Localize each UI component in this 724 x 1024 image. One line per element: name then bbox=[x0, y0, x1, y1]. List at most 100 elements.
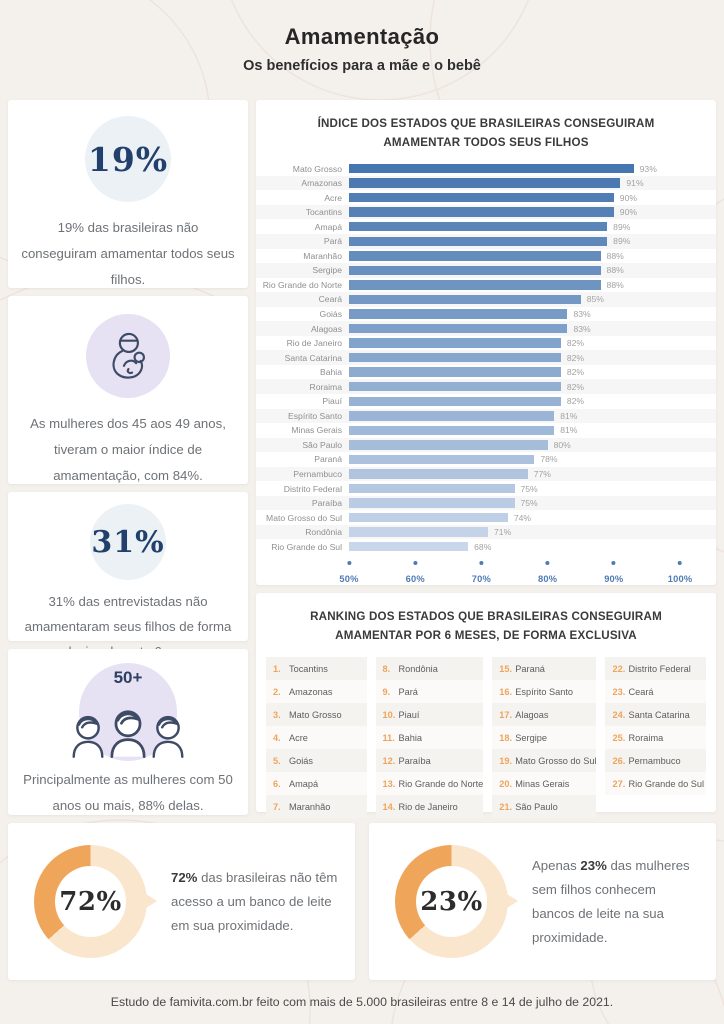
tick-label: 60% bbox=[405, 574, 425, 585]
stat-circle: 31% bbox=[90, 504, 166, 580]
rank-state-name: Paraná bbox=[515, 663, 545, 674]
tick-label: 70% bbox=[471, 574, 491, 585]
rank-number: 10. bbox=[382, 709, 396, 720]
bar-label: Rio Grande do Norte bbox=[262, 279, 342, 290]
rank-state-name: Sergipe bbox=[515, 732, 547, 743]
rank-state-name: Ceará bbox=[628, 686, 654, 697]
bar-label: Pernambuco bbox=[293, 469, 342, 479]
rank-number: 18. bbox=[499, 732, 513, 743]
bar-label: Roraima bbox=[309, 381, 342, 392]
axis-tick: 100% bbox=[668, 561, 693, 587]
bar-row: Goiás 83% bbox=[256, 307, 716, 322]
footer-source-text: Estudo de famivita.com.br feito com mais… bbox=[110, 995, 614, 1009]
donut-hole: 23% bbox=[416, 866, 487, 937]
bar-label: Rio de Janeiro bbox=[286, 338, 342, 349]
rank-state-name: Roraima bbox=[628, 732, 664, 743]
rank-item: 1. Tocantins bbox=[266, 657, 367, 681]
bar-row: Distrito Federal 75% bbox=[256, 481, 716, 496]
bar-row: Rio Grande do Sul 68% bbox=[256, 539, 716, 554]
bar bbox=[349, 512, 508, 523]
bar-label: Amazonas bbox=[301, 178, 342, 189]
bar bbox=[349, 469, 528, 479]
bar-label: Mato Grosso do Sul bbox=[266, 512, 342, 523]
bar-row: Piauí 82% bbox=[256, 394, 716, 409]
bar-row: Mato Grosso 93% bbox=[256, 161, 716, 176]
rank-item: 22. Distrito Federal bbox=[605, 657, 706, 681]
tick-label: 80% bbox=[537, 574, 558, 585]
axis-tick: 70% bbox=[472, 561, 491, 587]
axis-tick: 50% bbox=[339, 561, 358, 587]
rank-state-name: Mato Grosso bbox=[289, 709, 342, 720]
bar-label: Santa Catarina bbox=[284, 352, 342, 363]
rank-item: 25. Roraima bbox=[605, 726, 706, 750]
bar-track: 88% bbox=[349, 280, 680, 290]
rank-number: 12. bbox=[382, 755, 396, 766]
rank-state-name: Mato Grosso do Sul bbox=[515, 755, 597, 766]
rank-column: 1. Tocantins 2. Amazonas 3. Mato Grosso 4. Acre… bbox=[266, 657, 367, 819]
rank-number: 6. bbox=[273, 778, 281, 789]
rank-item: 9. Pará bbox=[375, 680, 484, 704]
bar-label: Alagoas bbox=[310, 323, 342, 334]
bar bbox=[349, 541, 469, 552]
bar-label: Minas Gerais bbox=[291, 425, 342, 436]
rank-state-name: Acre bbox=[289, 732, 308, 743]
bar-value: 82% bbox=[566, 396, 585, 407]
bar-row: Tocantins 90% bbox=[256, 204, 716, 220]
bar-label: Tocantins bbox=[305, 207, 342, 218]
bar-row: Roraima 82% bbox=[256, 379, 716, 394]
bar bbox=[349, 454, 535, 465]
bar-label: Ceará bbox=[318, 294, 342, 305]
axis-tick: 90% bbox=[604, 561, 623, 587]
donut-tail-pointer bbox=[507, 894, 518, 908]
bar-track: 78% bbox=[349, 454, 680, 464]
rank-state-name: Santa Catarina bbox=[628, 709, 690, 720]
bar bbox=[349, 207, 614, 217]
bar-chart-panel: ÍNDICE DOS ESTADOS QUE BRASILEIRAS CONSE… bbox=[256, 100, 716, 585]
rank-item: 6. Amapá bbox=[266, 772, 367, 796]
bar-track: 77% bbox=[349, 469, 680, 479]
bar bbox=[349, 251, 601, 261]
rank-state-name: Goiás bbox=[289, 755, 314, 766]
bar-value: 81% bbox=[560, 425, 578, 436]
three-women-icons bbox=[72, 706, 184, 763]
rank-item: 10. Piauí bbox=[375, 703, 484, 727]
bar-label: Amapá bbox=[314, 221, 342, 232]
rank-number: 4. bbox=[273, 732, 281, 743]
rank-state-name: Paraíba bbox=[398, 755, 431, 766]
bar-track: 91% bbox=[349, 178, 680, 188]
bar-label: Pará bbox=[323, 236, 342, 247]
rank-number: 2. bbox=[273, 686, 281, 697]
bar-value: 90% bbox=[619, 192, 637, 203]
bar-label: Acre bbox=[324, 192, 342, 203]
bar-row: São Paulo 80% bbox=[256, 437, 716, 453]
bar-label: Piauí bbox=[322, 396, 342, 407]
bar-track: 81% bbox=[349, 425, 680, 435]
rank-state-name: Tocantins bbox=[289, 663, 328, 674]
bar-value: 83% bbox=[573, 308, 591, 319]
x-axis: 50% 60% 70% 80% 90% 100% bbox=[339, 559, 692, 591]
stat-text: 19% das brasileiras não conseguiram amam… bbox=[21, 220, 235, 288]
rank-state-name: Rondônia bbox=[398, 663, 438, 674]
rank-number: 8. bbox=[382, 663, 391, 674]
rank-item: 14. Rio de Janeiro bbox=[375, 795, 484, 819]
stat-card-19: 19% 19% das brasileiras não conseguiram … bbox=[8, 100, 248, 288]
bar-label: Distrito Federal bbox=[283, 483, 342, 494]
donut-text: 72% das brasileiras não têm acesso a um … bbox=[171, 869, 338, 933]
bar-track: 74% bbox=[349, 513, 680, 523]
bar-track: 81% bbox=[349, 411, 680, 421]
bar bbox=[349, 309, 568, 319]
bar-track: 89% bbox=[349, 222, 680, 232]
bar-row: Mato Grosso do Sul 74% bbox=[256, 510, 716, 525]
stat-text: Principalmente as mulheres com 50 anos o… bbox=[23, 772, 233, 813]
ranking-title: RANKING DOS ESTADOS QUE BRASILEIRAS CONS… bbox=[310, 610, 662, 643]
rank-item: 5. Goiás bbox=[266, 749, 367, 773]
women-group-icon: 50+ bbox=[8, 659, 248, 761]
bar-value: 88% bbox=[606, 250, 624, 261]
rank-number: 14. bbox=[382, 801, 396, 812]
rank-item: 15. Paraná bbox=[492, 657, 597, 681]
bar bbox=[349, 440, 548, 450]
axis-tick: 80% bbox=[538, 561, 557, 587]
bar-value: 91% bbox=[626, 178, 644, 189]
bar bbox=[349, 265, 601, 276]
